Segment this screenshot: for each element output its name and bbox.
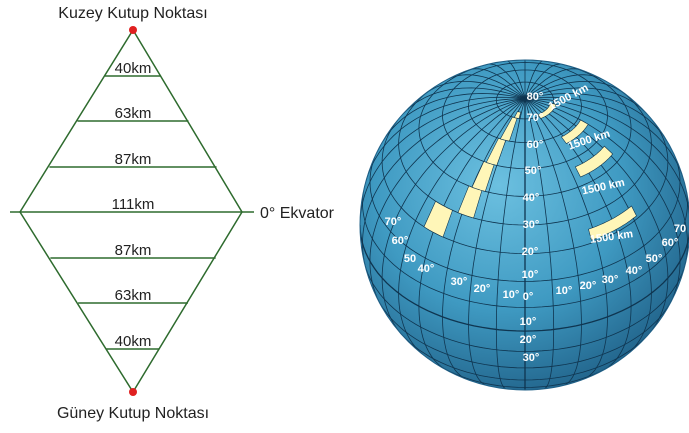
meridian-15: [442, 98, 526, 380]
center-degree-label-8: 0°: [523, 291, 534, 303]
meridian-33: [524, 68, 583, 99]
parallel-band-30: [588, 205, 637, 241]
parallel-6: [377, 298, 673, 369]
parallel-7: [364, 263, 686, 352]
globe-rim: [359, 59, 689, 391]
meridian-17: [495, 98, 526, 390]
latitude-rungs: [49, 75, 217, 350]
parallel-band-50: [574, 145, 614, 178]
meridian-30: [524, 87, 647, 114]
right-degree-label-2: 30°: [602, 274, 619, 286]
parallel-5: [401, 333, 650, 381]
distance-label-6: 40km: [115, 333, 152, 350]
equator-label: 0° Ekvator: [260, 205, 335, 222]
right-degree-label-5: 60°: [662, 237, 679, 249]
meridian-11: [369, 98, 526, 307]
parallel-9: [362, 192, 688, 308]
south-pole-dot: [129, 388, 137, 396]
right-degree-label-6: 70: [674, 223, 686, 235]
parallel-band-70: [560, 119, 589, 144]
meridian-8: [365, 96, 526, 181]
right-degree-label-3: 40°: [626, 265, 643, 277]
distance-label-4: 87km: [115, 242, 152, 259]
meridian-21: [524, 98, 608, 380]
parallel-16: [495, 81, 555, 120]
parallel-band-80: [537, 102, 557, 119]
globe-highlight-bands: [423, 102, 637, 241]
meridian-7: [383, 93, 526, 141]
meridian-13: [398, 98, 526, 355]
center-degree-label-10: 20°: [520, 334, 537, 346]
center-degree-label-3: 50°: [525, 165, 542, 177]
parallel-12: [398, 89, 652, 226]
meridian-9: [360, 98, 526, 226]
meridian-20: [524, 98, 582, 386]
north-pole-dot: [129, 26, 137, 34]
center-degree-label-0: 80°: [527, 91, 544, 103]
center-degree-label-4: 40°: [523, 192, 540, 204]
center-degree-label-9: 10°: [520, 316, 537, 328]
distance-label-3: 111km: [112, 196, 155, 213]
globe-parallels: [360, 60, 689, 388]
left-degree-label-4: 30°: [451, 276, 468, 288]
center-degree-label-1: 70°: [527, 112, 544, 124]
parallel-11: [381, 119, 669, 255]
left-degree-label-0: 70°: [385, 216, 402, 228]
meridian-28: [524, 96, 685, 181]
center-degree-label-7: 10°: [522, 269, 539, 281]
distance-label-5: 63km: [115, 287, 152, 304]
south-pole-label: Güney Kutup Noktası: [57, 405, 209, 422]
left-degree-label-2: 50: [404, 253, 416, 265]
distance-labels: 40km 63km 87km 111km 87km 63km 40km: [112, 60, 155, 350]
parallel-10: [369, 155, 681, 282]
meridian-band-5: [513, 111, 522, 119]
left-degree-label-6: 10°: [503, 289, 520, 301]
globe: 80°70°60°50°40°30°20°10°0°10°20°30°70°60…: [359, 59, 689, 391]
meridian-25: [524, 98, 681, 307]
center-degree-label-2: 60°: [527, 139, 544, 151]
parallel-4: [435, 363, 615, 388]
distance-label-2: 87km: [115, 151, 152, 168]
meridian-32: [524, 74, 602, 99]
parallel-15: [468, 69, 582, 143]
meridian-5: [425, 81, 526, 99]
meridian-29: [524, 93, 667, 141]
left-degree-label-5: 20°: [474, 283, 491, 295]
latitude-cell-40: [423, 200, 453, 238]
meridian-3: [467, 68, 526, 99]
meridian-4: [448, 74, 526, 99]
center-degree-label-11: 30°: [523, 352, 540, 364]
parallel-14: [442, 62, 608, 170]
right-degree-label-4: 50°: [646, 253, 663, 265]
latitude-distance-diagram: 40km 63km 87km 111km 87km 63km 40km Kuzey Kutu…: [10, 5, 335, 422]
parallel-13: [418, 60, 632, 197]
meridian-31: [524, 81, 625, 99]
center-degree-label-5: 30°: [523, 219, 540, 231]
meridian-19: [524, 98, 555, 390]
meridian-27: [524, 98, 689, 226]
north-pole-label: Kuzey Kutup Noktası: [58, 5, 207, 22]
meridian-6: [403, 87, 526, 114]
left-degree-label-3: 40°: [418, 263, 435, 275]
right-degree-label-0: 10°: [556, 285, 573, 297]
left-degree-label-1: 60°: [392, 235, 409, 247]
right-degree-label-1: 20°: [580, 280, 597, 292]
distance-label-1: 63km: [115, 105, 152, 122]
parallel-8: [360, 224, 689, 332]
globe-degree-labels: 80°70°60°50°40°30°20°10°0°10°20°30°70°60…: [385, 91, 686, 364]
distance-label-0: 40km: [115, 60, 152, 77]
center-degree-label-6: 20°: [522, 246, 539, 258]
